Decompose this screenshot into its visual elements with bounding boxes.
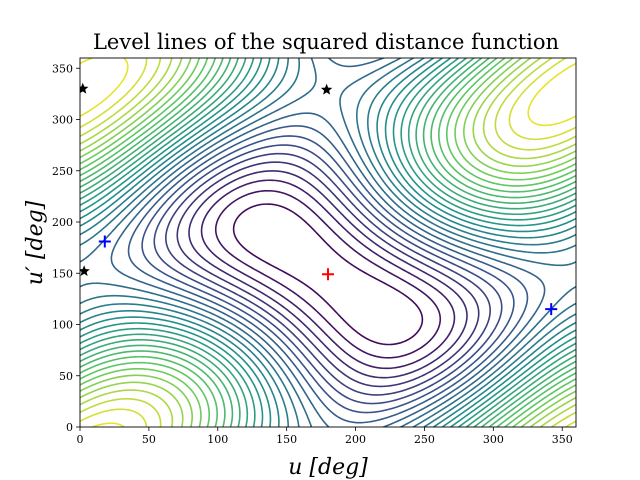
minimum-marker: [545, 303, 558, 316]
contour-level: [232, 203, 424, 346]
y-tick-label: 300: [52, 114, 73, 127]
plot-frame: [79, 57, 577, 428]
contour-level: [80, 58, 576, 427]
contour-level: [80, 58, 576, 427]
x-tick-label: 100: [207, 433, 228, 446]
y-tick-label: 200: [52, 216, 73, 229]
contour-level: [127, 125, 529, 424]
x-tick-label: 50: [142, 433, 156, 446]
contour-level: [80, 58, 576, 427]
contour-level: [80, 58, 576, 427]
maximum-marker: [322, 268, 334, 281]
contour-level: [80, 58, 576, 427]
contour-level: [80, 58, 576, 427]
contour-level: [176, 161, 480, 388]
y-tick-label: 0: [66, 421, 73, 434]
contour-level: [80, 58, 576, 427]
contour-level: [80, 58, 576, 427]
contour-level: [80, 58, 576, 427]
x-tick-label: 0: [77, 433, 84, 446]
contour-level: [80, 58, 576, 427]
contour-level: [80, 58, 576, 427]
saddle-marker: [320, 83, 333, 95]
y-tick-label: 350: [52, 62, 73, 75]
contour-level: [80, 58, 576, 427]
contour-level: [110, 58, 546, 427]
x-tick-label: 250: [414, 433, 435, 446]
saddle-marker: [80, 265, 90, 277]
contour-level: [200, 179, 456, 370]
contour-level: [153, 144, 503, 405]
contour-level: [80, 58, 576, 427]
contour-level: [214, 189, 442, 359]
contour-level: [80, 58, 576, 427]
contour-level: [80, 58, 576, 427]
contour-lines: [80, 58, 576, 427]
contour-level: [80, 58, 576, 427]
contour-level: [165, 152, 491, 396]
x-tick-label: 200: [345, 433, 366, 446]
contour-level: [80, 58, 576, 427]
y-axis-title: u′ [deg]: [23, 200, 48, 285]
x-tick-label: 300: [483, 433, 504, 446]
critical-point-markers: [80, 82, 558, 316]
y-tick-label: 50: [59, 370, 73, 383]
chart-title: Level lines of the squared distance func…: [93, 30, 559, 54]
contour-level: [141, 135, 515, 414]
y-axis: 0 50 100 150 200 250 300 350: [52, 62, 80, 434]
x-axis: 0 50 100 150 200 250 300 350: [77, 427, 573, 446]
contour-level: [188, 170, 468, 379]
x-axis-title: u [deg]: [288, 455, 368, 480]
x-tick-label: 150: [276, 433, 297, 446]
x-tick-label: 350: [552, 433, 573, 446]
y-tick-label: 150: [52, 267, 73, 280]
y-tick-label: 250: [52, 165, 73, 178]
saddle-marker: [80, 82, 89, 94]
y-tick-label: 100: [52, 319, 73, 332]
minimum-marker: [98, 235, 111, 248]
contour-level: [80, 58, 576, 427]
